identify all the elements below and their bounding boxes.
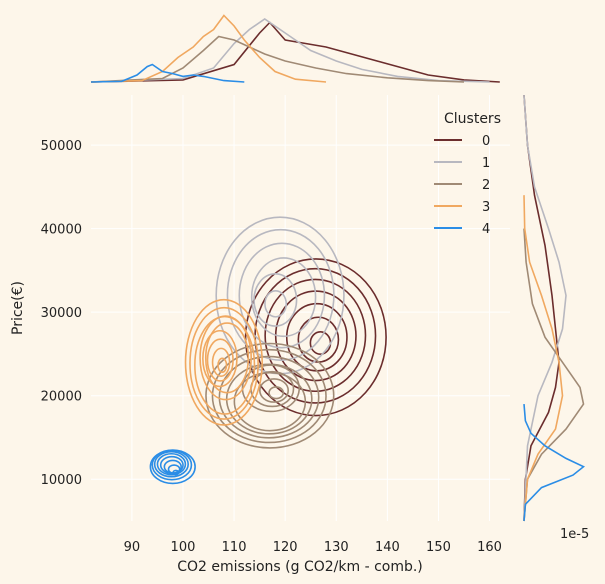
- x-marginal-cluster-1: [90, 18, 490, 83]
- y-marginal-cluster-4: [523, 404, 585, 522]
- contour-cluster-4: [156, 452, 187, 476]
- legend: Clusters 0 1 2 3 4: [434, 111, 501, 237]
- contour-cluster-2: [268, 386, 285, 400]
- marginal-y-exponent: 1e-5: [560, 527, 589, 542]
- contour-cluster-3: [217, 357, 228, 374]
- contour-cluster-2: [205, 342, 335, 449]
- x-marginal-cluster-2: [90, 35, 465, 83]
- contour-cluster-3: [202, 329, 238, 388]
- x-marginal-cluster-0: [90, 21, 500, 83]
- legend-label-4: 4: [482, 222, 490, 237]
- y-marginal-kde: [523, 94, 585, 522]
- x-marginal-cluster-4: [90, 63, 245, 83]
- y-marginal-cluster-3: [523, 195, 564, 522]
- contour-cluster-2: [233, 371, 307, 432]
- contour-cluster-2: [211, 348, 327, 444]
- contour-cluster-2: [259, 378, 290, 403]
- contour-cluster-1: [264, 289, 288, 318]
- x-tick-label: 120: [273, 540, 298, 555]
- y-axis-ticks: 10000 20000 30000 40000 50000: [41, 139, 82, 488]
- x-tick-label: 110: [222, 540, 247, 555]
- contour-cluster-1: [253, 273, 298, 327]
- contour-cluster-3: [204, 322, 250, 394]
- x-marginal-cluster-3: [90, 14, 327, 83]
- contour-cluster-0: [264, 278, 367, 393]
- contour-cluster-4: [151, 449, 193, 481]
- legend-label-3: 3: [482, 200, 490, 215]
- contour-cluster-3: [211, 347, 231, 378]
- x-tick-label: 160: [477, 540, 502, 555]
- x-tick-label: 140: [375, 540, 400, 555]
- legend-title: Clusters: [444, 111, 501, 127]
- contour-cluster-3: [184, 298, 263, 426]
- legend-label-1: 1: [482, 156, 490, 171]
- y-axis-label: Price(€): [10, 281, 26, 335]
- y-marginal-cluster-2: [523, 228, 585, 522]
- x-marginal-kde: [90, 14, 510, 83]
- contour-cluster-4: [153, 450, 189, 478]
- x-tick-label: 90: [124, 540, 141, 555]
- contour-cluster-2: [218, 355, 320, 439]
- y-tick-label: 10000: [41, 473, 82, 488]
- contour-cluster-1: [226, 228, 335, 361]
- contour-cluster-0: [244, 258, 387, 417]
- y-tick-label: 50000: [41, 139, 82, 154]
- contour-cluster-1: [238, 242, 326, 349]
- y-tick-label: 40000: [41, 223, 82, 238]
- contour-cluster-3: [199, 315, 252, 401]
- legend-label-0: 0: [482, 134, 490, 149]
- x-axis-label: CO2 emissions (g CO2/km - comb.): [177, 559, 423, 575]
- contour-cluster-3: [206, 338, 234, 382]
- contour-cluster-4: [172, 469, 180, 476]
- x-axis-ticks: 90 100 110 120 130 140 150 160: [124, 540, 502, 555]
- contour-cluster-1: [250, 257, 317, 338]
- x-tick-label: 100: [171, 540, 196, 555]
- kde-contours: [149, 216, 387, 485]
- y-tick-label: 30000: [41, 306, 82, 321]
- legend-label-2: 2: [482, 178, 490, 193]
- contour-cluster-3: [189, 306, 259, 420]
- x-tick-label: 130: [324, 540, 349, 555]
- y-marginal-cluster-1: [523, 94, 567, 522]
- x-tick-label: 150: [426, 540, 451, 555]
- y-tick-label: 20000: [41, 390, 82, 405]
